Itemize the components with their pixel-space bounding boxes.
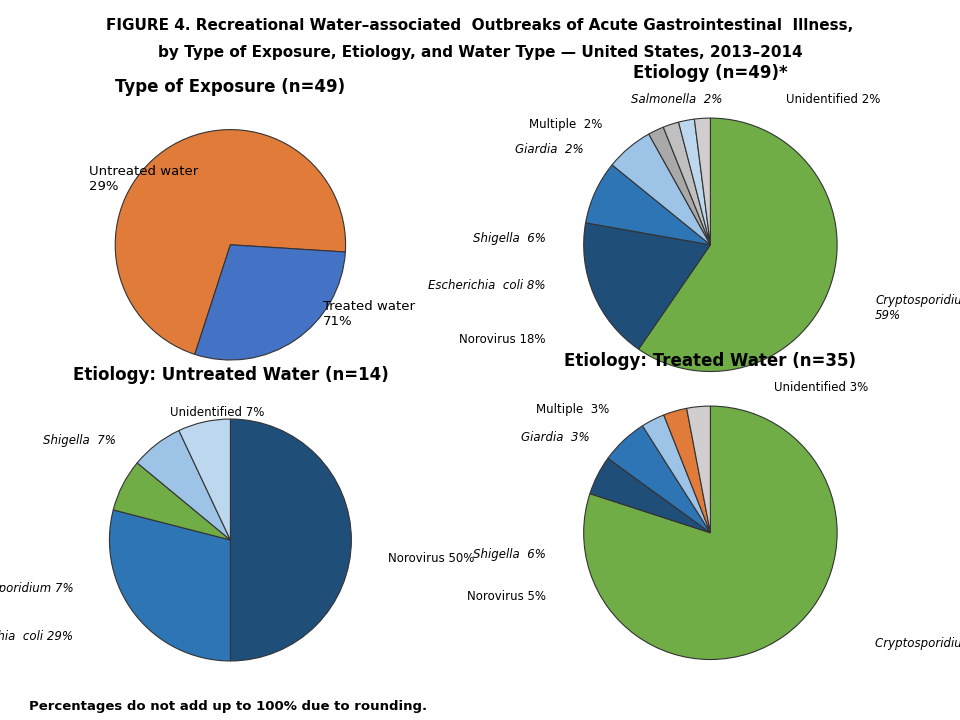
Wedge shape [586,165,710,245]
Text: by Type of Exposure, Etiology, and Water Type — United States, 2013–2014: by Type of Exposure, Etiology, and Water… [157,45,803,60]
Wedge shape [584,222,710,349]
Text: Giardia  3%: Giardia 3% [521,431,590,444]
Wedge shape [638,118,837,372]
Wedge shape [584,406,837,660]
Wedge shape [663,122,710,245]
Text: Cryptosporidium 80%: Cryptosporidium 80% [876,637,960,650]
Wedge shape [109,510,230,661]
Title: Etiology: Treated Water (n=35): Etiology: Treated Water (n=35) [564,352,856,370]
Text: Salmonella  2%: Salmonella 2% [632,93,723,106]
Text: Treated water
71%: Treated water 71% [323,300,415,328]
Wedge shape [694,118,710,245]
Wedge shape [589,459,710,533]
Text: Norovirus 50%: Norovirus 50% [388,552,474,564]
Text: Multiple  2%: Multiple 2% [529,118,603,131]
Title: Etiology (n=49)*: Etiology (n=49)* [633,64,788,82]
Wedge shape [612,134,710,245]
Text: Unidentified 7%: Unidentified 7% [170,407,264,420]
Text: Escherichia  coli 8%: Escherichia coli 8% [428,279,545,292]
Text: Norovirus 18%: Norovirus 18% [459,333,545,346]
Text: Norovirus 5%: Norovirus 5% [467,590,545,603]
Wedge shape [113,463,230,540]
Text: Shigella  6%: Shigella 6% [472,232,545,245]
Text: FIGURE 4. Recreational Water–associated  Outbreaks of Acute Gastrointestinal  Il: FIGURE 4. Recreational Water–associated … [107,18,853,33]
Title: Type of Exposure (n=49): Type of Exposure (n=49) [115,78,346,96]
Wedge shape [230,419,351,661]
Wedge shape [179,419,230,540]
Wedge shape [115,130,346,354]
Wedge shape [195,245,346,360]
Wedge shape [137,431,230,540]
Wedge shape [642,415,710,533]
Text: Untreated water
29%: Untreated water 29% [89,165,199,192]
Text: Escherichia  coli 29%: Escherichia coli 29% [0,630,73,643]
Wedge shape [686,406,710,533]
Text: Shigella  7%: Shigella 7% [42,433,115,446]
Text: Cryptosporidium 7%: Cryptosporidium 7% [0,582,73,595]
Text: Unidentified 3%: Unidentified 3% [774,381,868,394]
Wedge shape [649,127,710,245]
Wedge shape [663,408,710,533]
Wedge shape [679,119,710,245]
Text: Giardia  2%: Giardia 2% [516,143,584,156]
Text: Unidentified 2%: Unidentified 2% [786,93,881,106]
Text: Cryptosporidium
59%: Cryptosporidium 59% [876,294,960,322]
Text: Shigella  6%: Shigella 6% [472,549,545,562]
Title: Etiology: Untreated Water (n=14): Etiology: Untreated Water (n=14) [73,366,388,384]
Wedge shape [608,426,710,533]
Text: Percentages do not add up to 100% due to rounding.: Percentages do not add up to 100% due to… [29,700,427,713]
Text: Multiple  3%: Multiple 3% [536,402,609,415]
